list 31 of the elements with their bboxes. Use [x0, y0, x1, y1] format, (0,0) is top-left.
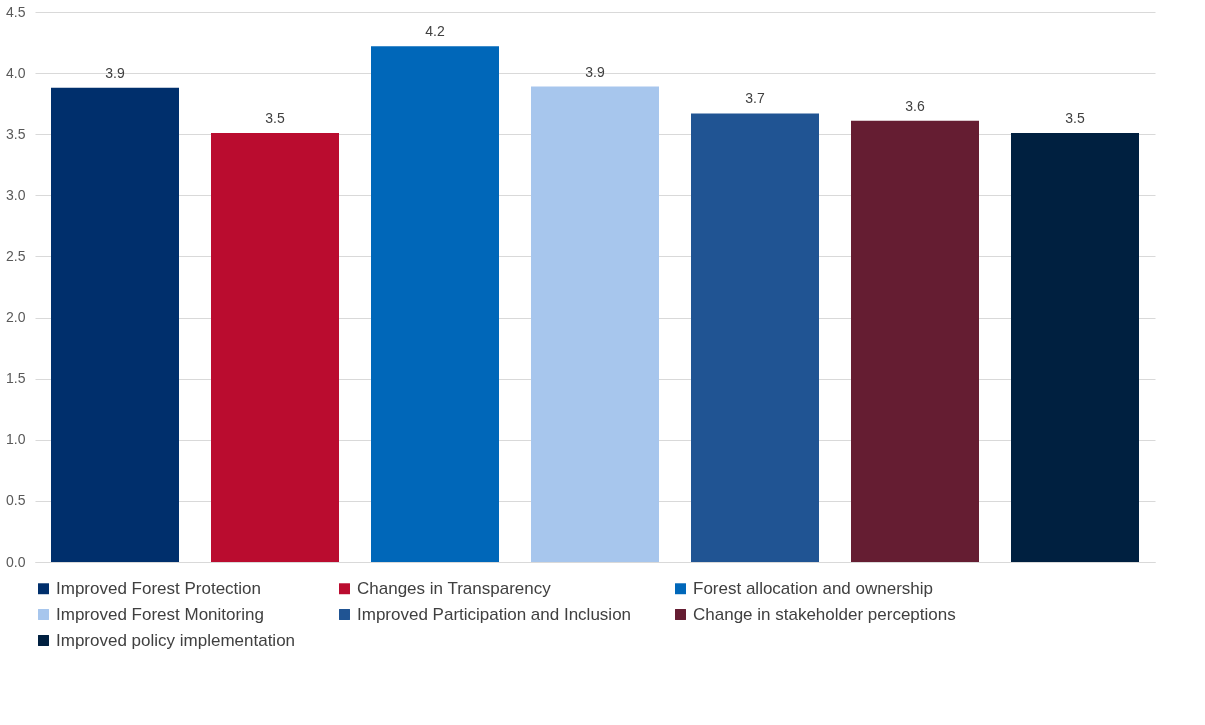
- y-tick-label: 1.0: [6, 431, 26, 448]
- data-label: 3.5: [265, 110, 285, 126]
- bar: [851, 120, 979, 562]
- bar: [211, 133, 339, 562]
- data-label: 3.5: [1065, 110, 1085, 126]
- y-tick-label: 4.0: [6, 64, 26, 81]
- y-tick-label: 2.5: [6, 247, 26, 264]
- y-tick-label: 0.5: [6, 492, 26, 509]
- legend-label: Improved Forest Protection: [56, 578, 262, 598]
- y-tick-label: 4.5: [6, 3, 26, 20]
- bar: [691, 113, 819, 562]
- data-label: 3.6: [905, 97, 925, 114]
- legend-label: Improved Participation and Inclusion: [357, 604, 632, 624]
- legend-label: Improved policy implementation: [56, 630, 296, 650]
- bar: [51, 87, 179, 562]
- legend-label: Forest allocation and ownership: [693, 578, 934, 598]
- y-tick-label: 2.0: [6, 309, 26, 326]
- data-label: 4.2: [425, 23, 445, 40]
- y-tick-label: 3.5: [6, 125, 26, 142]
- data-label: 3.7: [745, 90, 765, 107]
- data-label: 3.9: [585, 63, 605, 80]
- y-tick-label: 0.0: [6, 553, 26, 570]
- legend-label: Changes in Transparency: [357, 578, 552, 598]
- y-tick-label: 3.0: [6, 186, 26, 203]
- data-label: 3.9: [105, 64, 125, 81]
- y-tick-label: 1.5: [6, 370, 26, 387]
- bar: [371, 46, 499, 562]
- legend-label: Change in stakeholder perceptions: [693, 604, 956, 624]
- bar: [1011, 133, 1139, 562]
- legend-label: Improved Forest Monitoring: [56, 604, 264, 624]
- bar: [531, 86, 659, 562]
